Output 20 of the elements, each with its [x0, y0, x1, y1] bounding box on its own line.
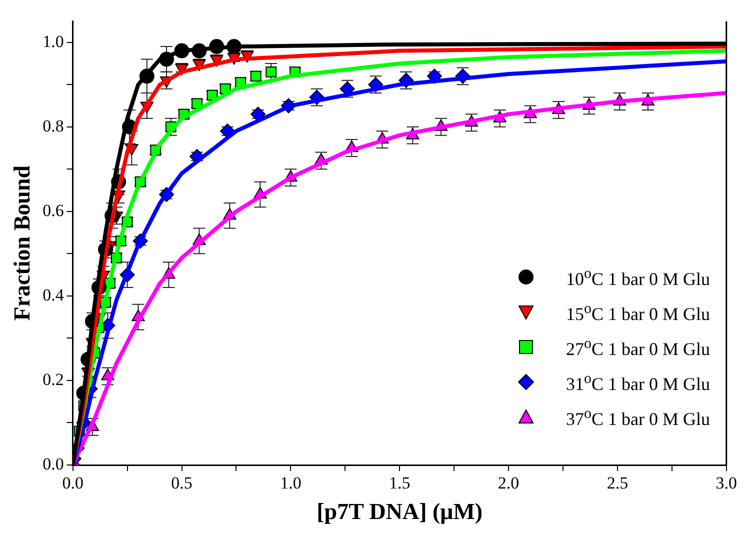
x-tick-label: 0.5 — [171, 474, 192, 493]
y-tick-label: 0.2 — [42, 370, 64, 389]
y-tick-label: 0.4 — [42, 285, 64, 304]
legend-label: 31$^{o}$C 1 bar 0 M Glu — [566, 370, 710, 396]
x-tick-label: 0.0 — [62, 474, 84, 493]
y-tick-label: 0.6 — [42, 200, 64, 220]
x-tick-label: 1.5 — [388, 474, 410, 493]
x-tick-label: 2.5 — [606, 474, 628, 493]
legend-label: 27$^{o}$C 1 bar 0 M Glu — [566, 335, 710, 361]
x-tick-label: 3.0 — [716, 474, 737, 493]
y-tick-label: 0.0 — [42, 454, 64, 474]
legend-label: 15$^{o}$C 1 bar 0 M Glu — [566, 300, 710, 326]
x-tick-label: 2.0 — [498, 474, 520, 493]
y-tick-label: 1.0 — [42, 32, 64, 51]
legend-label: 37$^{o}$C 1 bar 0 M Glu — [566, 405, 710, 431]
legend-label: 10$^{o}$C 1 bar 0 M Glu — [566, 265, 710, 291]
x-tick-label: 1.0 — [280, 474, 302, 493]
x-axis-title: [p7T DNA] (μM) — [316, 499, 483, 524]
y-axis-title: Fraction Bound — [10, 165, 35, 321]
y-tick-label: 0.8 — [42, 116, 64, 136]
